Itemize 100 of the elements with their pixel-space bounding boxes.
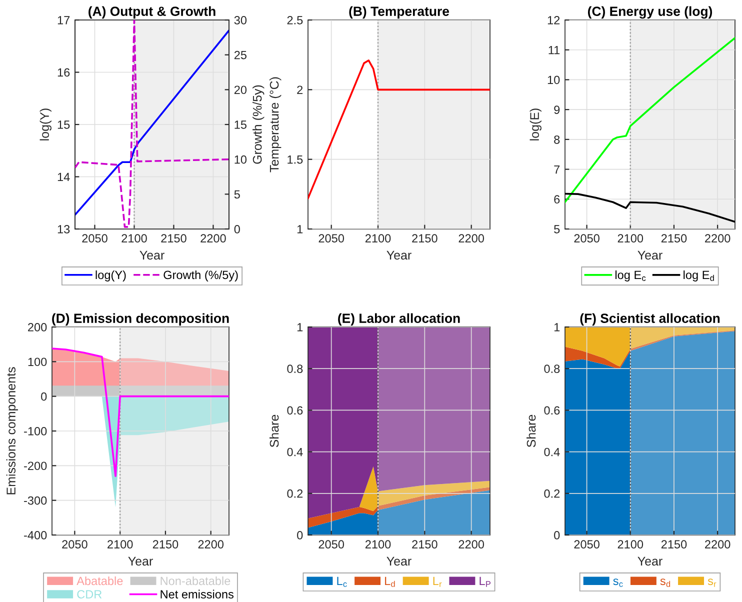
x-tick-label: 2050 [82,234,108,243]
y-tick-label: 9 [554,106,560,114]
x-tick-label: 2150 [661,540,687,549]
legend-label: s$_{d}$ [660,578,670,587]
x-tick-label: 2100 [108,540,133,549]
line-series [308,60,490,200]
y-tick-label: -200 [24,462,47,470]
y-tick-label: 17 [58,16,70,24]
y2-axis-title: Growth (%/5y) [252,85,264,164]
y-axis-title: log(Y) [40,108,52,140]
x-tick-label: 2100 [365,540,391,549]
y2-tick-label: 0 [234,225,240,234]
y-tick-label: 0.6 [287,406,303,415]
x-tick-label: 2150 [412,540,438,549]
chart-title: (C) Energy use (log) [588,6,712,19]
x-tick-label: 2200 [705,234,730,243]
y-tick-label: -400 [24,531,47,540]
x-tick-label: 2050 [574,540,600,549]
y-tick-label: 100 [28,358,47,366]
text: s$_{c}$ [613,578,623,587]
x-tick-label: 2200 [458,234,484,243]
y-tick-label: 13 [58,225,70,234]
legend-label: L$_{d}$ [385,576,395,587]
x-tick-label: 2100 [365,234,391,243]
x-tick-label: 2100 [618,540,644,549]
x-tick-label: 2200 [705,540,730,549]
y-tick-label: 2.5 [287,16,303,24]
y-tick-label: 0.8 [287,364,303,373]
y-tick-label: 0.4 [544,448,560,456]
x-tick-label: 2150 [661,234,687,243]
y2-tick-label: 20 [234,86,247,94]
y-tick-label: 0.8 [544,364,560,373]
y-axis-title: log(E) [530,108,542,140]
x-tick-label: 2100 [618,234,644,243]
legend-label: s$_{r}$ [708,578,716,587]
legend-label: log E$_{c}$ [615,270,646,282]
y-axis-title: Share [270,414,279,448]
y-tick-label: 200 [28,323,47,332]
legend-label: Net emissions [160,590,234,598]
x-tick-label: 2200 [458,540,484,549]
chart-title: (A) Output & Growth [88,6,216,19]
y2-tick-label: 5 [234,190,240,199]
x-tick-label: 2150 [152,540,178,549]
y-tick-label: 10 [548,76,560,84]
y-tick-label: 12 [548,16,560,24]
chart-title: (B) Temperature [349,6,450,19]
x-axis-title: Year [140,250,164,260]
chart-title: (F) Scientist allocation [580,313,720,326]
y-tick-label: 1 [297,225,303,234]
x-tick-label: 2150 [161,234,186,243]
y-tick-label: -300 [24,496,47,505]
y-tick-label: 1.5 [288,155,303,164]
x-axis-title: Year [638,556,662,566]
y-tick-label: 16 [58,68,70,77]
y2-tick-label: 30 [234,16,247,24]
y2-tick-label: 10 [234,155,247,164]
y-tick-label: 0 [41,392,47,401]
x-tick-label: 2200 [200,234,226,243]
x-axis-title: Year [128,556,153,566]
y2-tick-label: 25 [234,50,246,60]
x-axis-title: Year [386,250,412,260]
chart-title: (D) Emission decomposition [52,313,229,326]
y-tick-label: 8 [554,135,560,144]
y-tick-label: 0 [297,531,303,540]
legend-label: Abatable [76,576,123,586]
line-series [565,37,735,204]
y-tick-label: -100 [24,427,47,436]
y-tick-label: 1 [554,323,560,332]
y-tick-label: 15 [58,120,70,129]
y-tick-label: 0 [554,531,560,540]
x-tick-label: 2050 [574,234,600,243]
x-axis-title: Year [386,556,412,566]
y-axis-title: Temperature (°C) [270,77,282,172]
x-tick-label: 2050 [318,234,344,243]
x-axis-title: Year [638,250,662,260]
y-tick-label: 1 [297,323,303,332]
y-axis-title: Emissions components [6,367,18,494]
x-tick-label: 2050 [62,540,88,549]
legend-label: L$_{r}$ [433,576,442,587]
x-tick-label: 2100 [122,234,147,243]
legend-label: log E$_{d}$ [684,270,714,282]
legend-label: Growth (%/5y) [164,270,238,282]
y-tick-label: 0.2 [544,489,560,498]
x-tick-label: 2200 [198,540,224,549]
y-tick-label: 14 [58,172,70,182]
y2-tick-label: 15 [234,120,246,129]
y-axis-title: Share [526,414,536,448]
line-series [52,348,229,477]
x-tick-label: 2050 [318,540,344,549]
y-tick-label: 5 [554,225,560,234]
y-tick-label: 7 [554,165,560,174]
legend-label: L$_{P}$ [480,576,490,587]
y-tick-label: 0.4 [287,448,303,456]
y-tick-label: 2 [297,86,303,94]
line-series [565,192,735,223]
y-tick-label: 0.6 [544,406,560,415]
x-tick-label: 2150 [412,234,438,243]
legend-label: log(Y) [96,270,126,282]
legend-label: L$_{c}$ [337,576,347,587]
y-tick-label: 0.2 [287,489,303,498]
